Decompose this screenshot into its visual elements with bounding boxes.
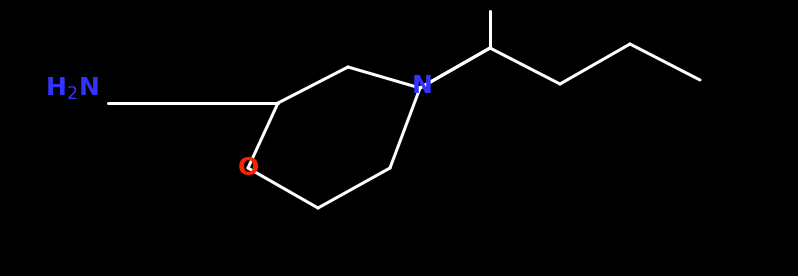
Text: H$_2$N: H$_2$N bbox=[45, 76, 99, 102]
Text: O: O bbox=[237, 156, 259, 180]
Text: N: N bbox=[412, 74, 433, 98]
